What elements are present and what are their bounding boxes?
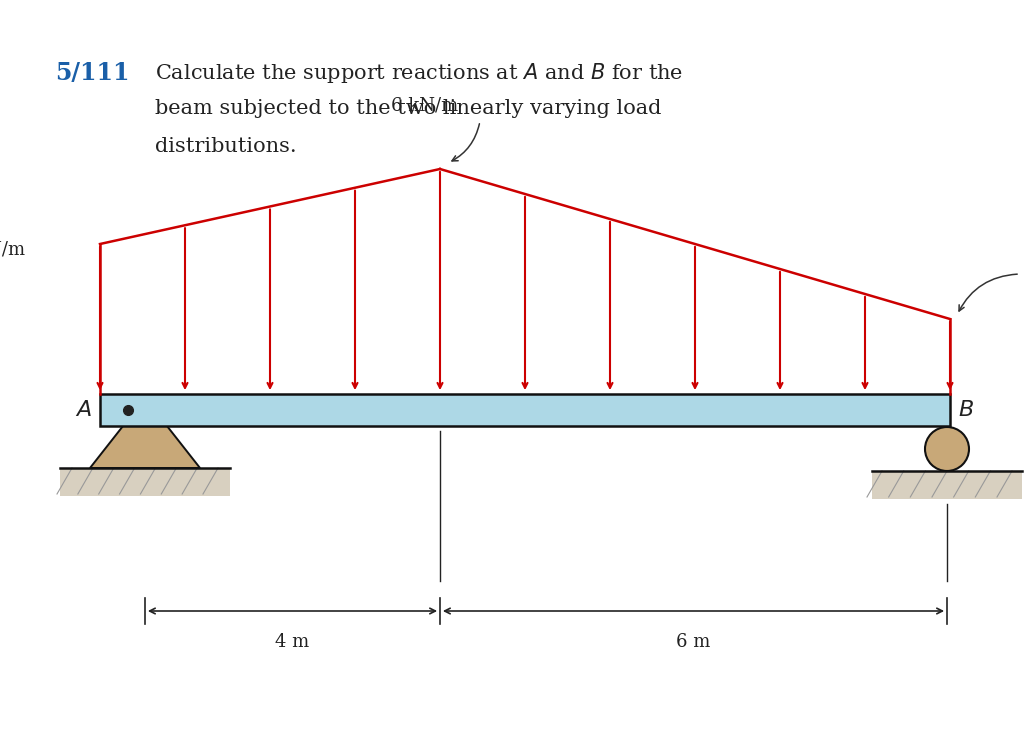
Text: 6 kN/m: 6 kN/m <box>391 96 459 114</box>
Text: Calculate the support reactions at $A$ and $B$ for the: Calculate the support reactions at $A$ a… <box>155 61 683 85</box>
Polygon shape <box>90 426 200 468</box>
Bar <box>872 471 1022 499</box>
Text: $B$: $B$ <box>958 399 974 421</box>
Bar <box>60 468 230 496</box>
Bar <box>100 394 950 426</box>
Text: distributions.: distributions. <box>155 137 297 156</box>
Text: 4 m: 4 m <box>275 633 309 651</box>
Text: beam subjected to the two linearly varying load: beam subjected to the two linearly varyi… <box>155 99 662 118</box>
Text: 5/111: 5/111 <box>55 61 129 85</box>
Text: 6 m: 6 m <box>676 633 711 651</box>
Text: 4 kN/m: 4 kN/m <box>0 240 25 258</box>
Circle shape <box>925 427 969 471</box>
Text: $A$: $A$ <box>75 399 92 421</box>
